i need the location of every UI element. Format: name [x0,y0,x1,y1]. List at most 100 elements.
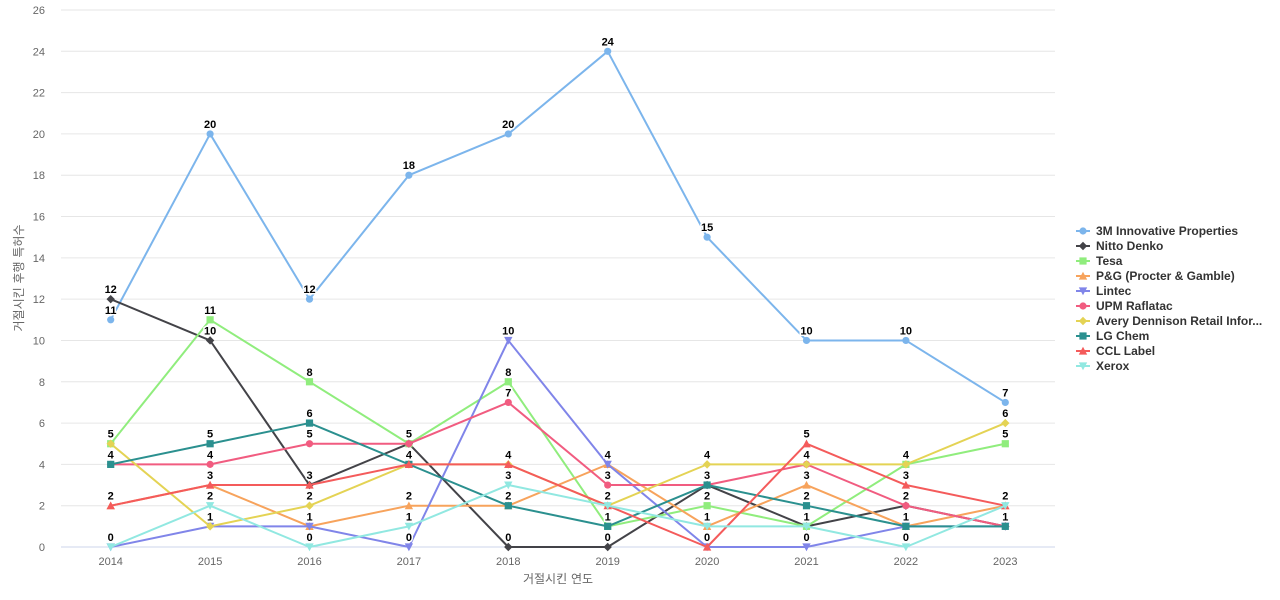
legend-item[interactable]: Avery Dennison Retail Infor... [1076,314,1262,328]
data-point[interactable] [404,501,414,510]
data-point[interactable] [205,336,215,345]
data-point[interactable] [205,480,215,489]
data-point[interactable] [206,460,214,468]
data-point[interactable] [107,316,115,324]
data-label: 5 [803,429,809,441]
data-label: 5 [306,429,312,441]
data-point[interactable] [504,460,513,468]
data-point[interactable] [205,502,215,510]
data-label: 1 [605,511,611,523]
data-point[interactable] [603,460,612,469]
legend-marker[interactable] [1079,332,1087,340]
legend-item[interactable]: Nitto Denko [1076,239,1163,253]
data-point[interactable] [802,336,811,345]
data-point[interactable] [504,130,512,138]
legend-marker[interactable] [1079,302,1087,310]
series-line[interactable] [109,318,1007,528]
legend-item[interactable]: Tesa [1076,254,1123,268]
legend-marker[interactable] [1078,271,1088,280]
legend-item[interactable]: Lintec [1076,284,1132,298]
data-point[interactable] [504,336,513,345]
data-point[interactable] [902,502,910,510]
legend-item[interactable]: UPM Raflatac [1076,299,1173,313]
data-point[interactable] [902,336,910,345]
data-point[interactable] [901,460,911,469]
legend-marker[interactable] [1078,346,1088,355]
data-point[interactable] [703,481,711,489]
data-point[interactable] [504,542,513,552]
data-point[interactable] [703,502,711,510]
data-point[interactable] [504,502,512,510]
data-point[interactable] [305,419,314,427]
series-line[interactable] [109,484,1007,548]
data-point[interactable] [106,543,115,552]
data-point[interactable] [305,378,314,386]
series-line[interactable] [109,401,1007,528]
legend-marker[interactable] [1079,257,1087,265]
data-point[interactable] [206,130,214,138]
data-point[interactable] [1001,502,1010,510]
data-point[interactable] [1001,440,1009,448]
data-point[interactable] [603,502,612,510]
data-point[interactable] [902,522,910,530]
data-point[interactable] [1001,522,1009,530]
data-point[interactable] [404,460,414,468]
data-point[interactable] [802,480,811,489]
y-axis-title: 거절시킨 후행 특허수 [11,225,26,332]
series-line[interactable] [109,50,1007,404]
legend-item[interactable]: LG Chem [1076,329,1149,343]
data-point[interactable] [106,439,115,448]
data-point[interactable] [504,378,512,386]
data-point[interactable] [901,543,911,552]
data-point[interactable] [802,460,811,469]
legend-item[interactable]: P&G (Procter & Gamble) [1076,269,1235,283]
data-point[interactable] [107,460,115,468]
data-point[interactable] [802,543,811,552]
legend-marker[interactable] [1078,287,1088,296]
data-point[interactable] [504,481,513,490]
legend-item[interactable]: CCL Label [1076,344,1155,358]
series-line[interactable] [109,422,1007,528]
data-point[interactable] [404,543,414,552]
data-point[interactable] [1001,398,1009,407]
data-point[interactable] [703,233,711,241]
data-point[interactable] [702,460,712,469]
data-point[interactable] [305,480,314,489]
legend-marker[interactable] [1079,227,1087,235]
data-label: 1 [1002,511,1008,523]
data-point[interactable] [305,295,314,303]
data-point[interactable] [604,481,612,489]
data-point[interactable] [702,542,712,551]
legend-marker[interactable] [1078,241,1088,251]
data-point[interactable] [405,440,413,448]
data-point[interactable] [702,522,712,531]
data-point[interactable] [802,502,811,510]
legend-marker[interactable] [1078,316,1088,326]
legend-item[interactable]: 3M Innovative Properties [1076,224,1238,238]
data-point[interactable] [504,398,512,407]
series-line[interactable] [109,442,1007,548]
data-point[interactable] [1001,418,1010,428]
data-point[interactable] [802,522,811,531]
data-point[interactable] [405,171,413,179]
data-point[interactable] [802,439,811,448]
data-point[interactable] [305,501,314,510]
data-point[interactable] [604,47,612,55]
data-point[interactable] [305,522,314,531]
data-label: 4 [803,449,810,461]
data-label: 11 [105,305,117,317]
data-point[interactable] [106,501,115,510]
data-point[interactable] [404,522,414,531]
legend-item[interactable]: Xerox [1076,359,1130,373]
data-point[interactable] [305,543,314,552]
legend-marker[interactable] [1078,362,1088,371]
data-point[interactable] [205,522,215,531]
data-point[interactable] [206,316,214,324]
data-point[interactable] [106,294,115,304]
data-point[interactable] [604,522,612,530]
data-label: 11 [204,305,216,317]
data-point[interactable] [603,542,612,552]
data-point[interactable] [305,440,314,448]
data-point[interactable] [206,440,214,448]
data-point[interactable] [901,480,911,489]
